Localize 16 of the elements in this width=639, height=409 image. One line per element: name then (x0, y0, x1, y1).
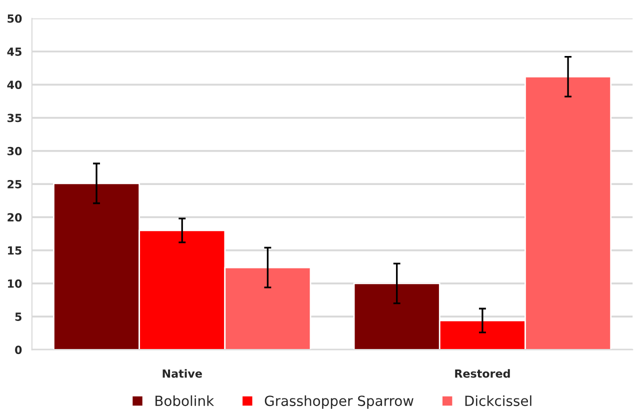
y-tick-label: 50 (8, 14, 22, 23)
x-tick-label: Restored (455, 369, 510, 378)
legend-label: Bobolink (156, 395, 214, 406)
y-tick-label: 35 (8, 114, 22, 122)
legend-label: Dickcissel (465, 395, 532, 406)
y-tick-label: 20 (8, 213, 22, 222)
y-tick-label: 45 (7, 48, 22, 56)
legend-label: Grasshopper Sparrow (264, 395, 414, 409)
y-tick-label: 0 (15, 346, 22, 354)
y-tick-label: 10 (8, 279, 22, 288)
y-tick-label: 15 (8, 246, 22, 255)
y-tick-label: 40 (7, 80, 22, 90)
y-tick-label: 5 (15, 312, 22, 321)
y-tick-label: 25 (8, 180, 22, 188)
y-tick-label: 30 (8, 146, 22, 156)
x-tick-label: Native (162, 369, 202, 378)
